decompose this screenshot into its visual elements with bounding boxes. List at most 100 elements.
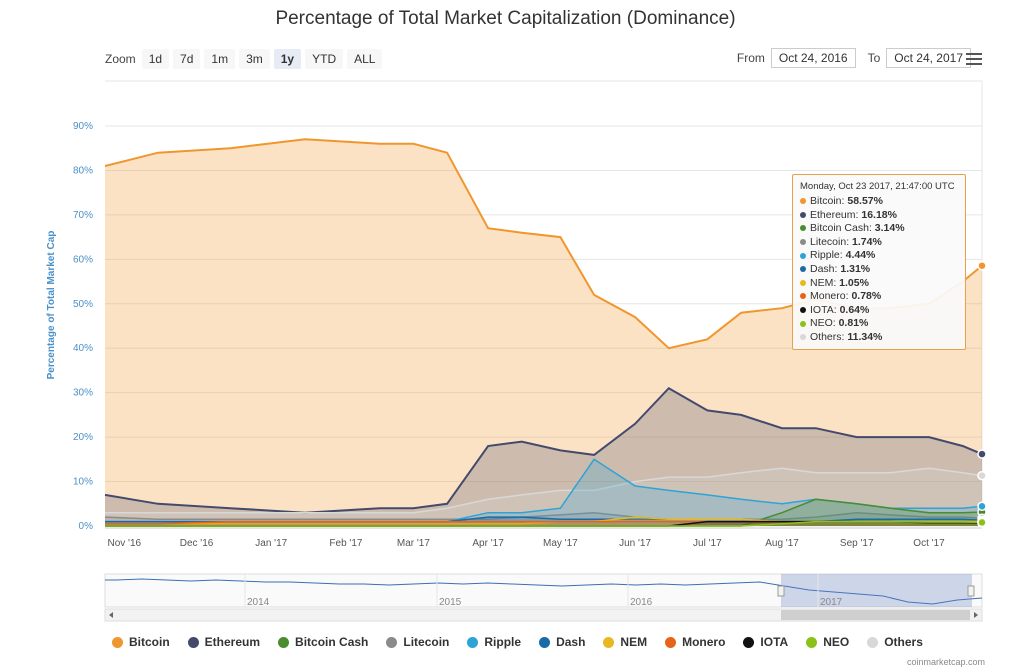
zoom-all-button[interactable]: ALL bbox=[347, 49, 383, 69]
legend-item-monero[interactable]: Monero bbox=[665, 635, 725, 649]
tooltip-series-name: Litecoin: bbox=[810, 235, 853, 248]
scroll-right-arrow-icon[interactable] bbox=[974, 612, 978, 618]
zoom-ytd-button[interactable]: YTD bbox=[305, 49, 344, 69]
y-tick-label: 60% bbox=[73, 254, 93, 265]
x-tick-label: Aug '17 bbox=[765, 538, 799, 549]
legend-item-bitcoin-cash[interactable]: Bitcoin Cash bbox=[278, 635, 368, 649]
legend-label: IOTA bbox=[760, 635, 789, 649]
x-tick-label: Dec '16 bbox=[180, 538, 214, 549]
x-tick-label: Apr '17 bbox=[472, 538, 504, 549]
legend-dot-icon bbox=[467, 636, 479, 648]
legend-item-iota[interactable]: IOTA bbox=[743, 635, 788, 649]
series-area-nem bbox=[105, 517, 982, 526]
series-line-neo[interactable] bbox=[105, 520, 983, 527]
y-tick-label: 20% bbox=[73, 432, 93, 443]
tooltip-header: Monday, Oct 23 2017, 21:47:00 UTC bbox=[800, 181, 955, 192]
x-tick-label: Feb '17 bbox=[329, 538, 362, 549]
date-range: From Oct 24, 2016 To Oct 24, 2017 bbox=[737, 48, 971, 68]
series-line-litecoin[interactable] bbox=[104, 511, 983, 521]
legend-dot-icon bbox=[867, 636, 879, 648]
zoom-controls: Zoom 1d 7d 1m 3m 1y YTD ALL bbox=[105, 49, 386, 69]
y-tick-label: 70% bbox=[73, 210, 93, 221]
tooltip-series-name: IOTA: bbox=[810, 303, 840, 316]
legend-label: Ethereum bbox=[204, 635, 261, 649]
x-tick-label: Jun '17 bbox=[619, 538, 651, 549]
tooltip-series-name: Dash: bbox=[810, 262, 841, 275]
zoom-7d-button[interactable]: 7d bbox=[173, 49, 201, 69]
tooltip-series-value: 1.05% bbox=[839, 276, 869, 289]
y-tick-label: 90% bbox=[73, 121, 93, 132]
hover-marker-ethereum bbox=[977, 449, 987, 459]
tooltip-series-name: NEM: bbox=[810, 276, 840, 289]
tooltip-series-value: 1.31% bbox=[840, 262, 871, 275]
legend-label: Monero bbox=[682, 635, 726, 649]
navigator[interactable]: 2014 2015 2016 2017 bbox=[104, 573, 983, 622]
legend-item-litecoin[interactable]: Litecoin bbox=[386, 635, 449, 649]
zoom-3m-button[interactable]: 3m bbox=[239, 49, 270, 69]
hamburger-menu-icon[interactable] bbox=[966, 53, 982, 65]
legend-item-others[interactable]: Others bbox=[867, 635, 923, 649]
tooltip-row: Ripple: 4.44% bbox=[800, 249, 958, 263]
series-area-bitcoin bbox=[105, 139, 982, 527]
hover-marker-bitcoin bbox=[977, 260, 987, 271]
zoom-1y-button[interactable]: 1y bbox=[273, 49, 302, 69]
navigator-year-label: 2017 bbox=[820, 597, 843, 608]
y-tick-label: 30% bbox=[73, 388, 93, 399]
legend-label: Litecoin bbox=[403, 635, 450, 649]
legend-item-bitcoin[interactable]: Bitcoin bbox=[112, 635, 170, 649]
tooltip-dot-icon bbox=[800, 239, 806, 245]
zoom-1m-button[interactable]: 1m bbox=[204, 49, 236, 69]
series-area-others bbox=[105, 468, 982, 526]
x-tick-label: Oct '17 bbox=[913, 538, 945, 549]
series-line-others[interactable] bbox=[105, 467, 983, 514]
navigator-handle-left[interactable] bbox=[777, 585, 785, 597]
tooltip-row: NEM: 1.05% bbox=[800, 277, 958, 291]
hover-markers bbox=[977, 260, 987, 528]
legend-item-nem[interactable]: NEM bbox=[603, 635, 647, 649]
tooltip-series-value: 0.81% bbox=[838, 317, 869, 330]
legend-item-ripple[interactable]: Ripple bbox=[467, 635, 521, 649]
legend: Bitcoin Ethereum Bitcoin Cash Litecoin Rippl… bbox=[112, 635, 941, 649]
tooltip-series-value: 3.14% bbox=[874, 222, 905, 235]
navigator-selection[interactable] bbox=[781, 574, 972, 607]
tooltip: Monday, Oct 23 2017, 21:47:00 UTC Bitcoi… bbox=[792, 174, 966, 350]
scrollbar-track[interactable] bbox=[104, 608, 983, 622]
legend-dot-icon bbox=[278, 636, 290, 648]
legend-item-ethereum[interactable]: Ethereum bbox=[187, 635, 261, 649]
y-tick-label: 80% bbox=[73, 165, 93, 176]
credit-text: coinmarketcap.com bbox=[906, 657, 985, 667]
tooltip-dot-icon bbox=[800, 266, 806, 273]
series-area-litecoin bbox=[105, 512, 982, 526]
from-label: From bbox=[736, 51, 765, 65]
zoom-1d-button[interactable]: 1d bbox=[141, 49, 170, 69]
x-tick-label: Mar '17 bbox=[397, 538, 430, 549]
tooltip-dot-icon bbox=[800, 252, 806, 259]
x-tick-label: Nov '16 bbox=[107, 538, 141, 549]
scroll-left-arrow-icon[interactable] bbox=[109, 612, 113, 618]
tooltip-dot-icon bbox=[800, 198, 806, 205]
legend-item-dash[interactable]: Dash bbox=[539, 635, 585, 649]
tooltip-row: NEO: 0.81% bbox=[800, 317, 958, 331]
tooltip-row: Litecoin: 1.74% bbox=[800, 236, 958, 250]
x-axis-ticks: Nov '16 Dec '16 Jan '17 Feb '17 Mar '17 Apr '… bbox=[107, 538, 945, 549]
legend-dot-icon bbox=[665, 636, 677, 648]
legend-label: Dash bbox=[556, 635, 586, 649]
legend-dot-icon bbox=[187, 636, 199, 648]
navigator-handle-right[interactable] bbox=[967, 585, 975, 597]
legend-label: Ripple bbox=[484, 635, 522, 649]
from-date-input[interactable]: Oct 24, 2016 bbox=[770, 48, 856, 68]
tooltip-dot-icon bbox=[800, 320, 806, 327]
scrollbar-thumb[interactable] bbox=[781, 610, 970, 620]
hover-marker-neo bbox=[977, 517, 987, 528]
series-area-ripple bbox=[105, 459, 982, 526]
series-line-ethereum[interactable] bbox=[104, 386, 983, 514]
navigator-year-label: 2014 bbox=[247, 597, 270, 608]
y-tick-label: 40% bbox=[73, 343, 93, 354]
y-axis-ticks: 0% 10% 20% 30% 40% 50% 60% 70% 80% 90% bbox=[73, 121, 93, 532]
legend-item-neo[interactable]: NEO bbox=[806, 635, 849, 649]
tooltip-series-name: Bitcoin Cash: bbox=[810, 222, 875, 235]
tooltip-series-name: Monero: bbox=[810, 290, 852, 303]
legend-dot-icon bbox=[112, 636, 123, 648]
tooltip-row: Dash: 1.31% bbox=[800, 263, 958, 277]
